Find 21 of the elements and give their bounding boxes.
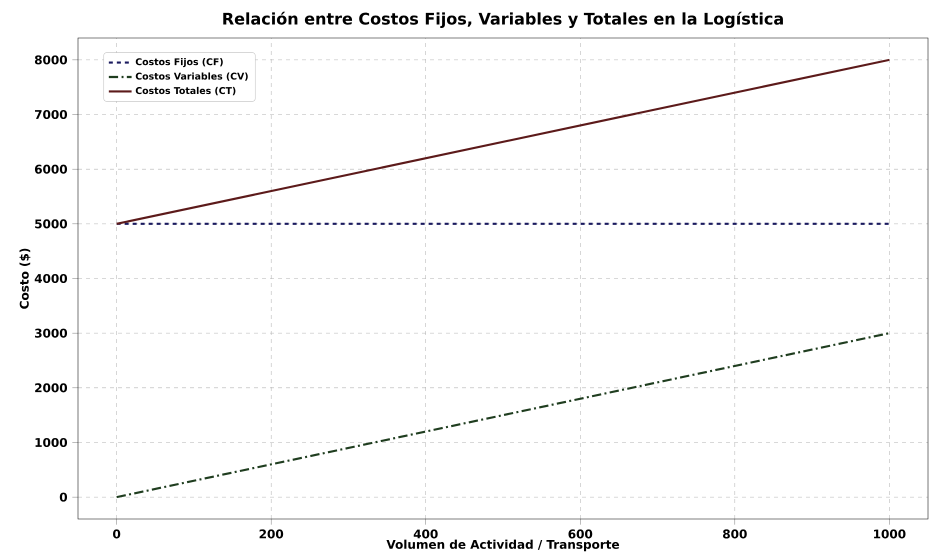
legend-label: Costos Variables (CV) [136, 72, 248, 81]
y-tick-label: 3000 [35, 328, 68, 338]
x-tick-label: 200 [260, 529, 284, 538]
y-tick-label: 4000 [34, 274, 68, 284]
x-tick-label: 1000 [874, 529, 906, 538]
y-axis-title: Costo ($) [20, 248, 30, 309]
x-axis-title: Volumen de Actividad / Transporte [386, 540, 620, 552]
legend-label: Costos Fijos (CF) [136, 58, 223, 68]
chart-title: Relación entre Costos Fijos, Variables y Totales en la Logística [223, 12, 783, 28]
y-tick-label: 7000 [35, 110, 68, 120]
x-tick-label: 400 [414, 529, 438, 538]
y-tick-label: 8000 [34, 55, 68, 64]
y-tick-label: 5000 [35, 219, 68, 228]
x-tick-label: 800 [723, 529, 747, 538]
y-tick-label: 0 [60, 492, 68, 502]
y-tick-label: 1000 [36, 438, 68, 448]
y-tick-label: 2000 [35, 383, 68, 392]
legend-label: Costos Totales (CT) [136, 86, 236, 96]
x-tick-label: 600 [568, 529, 592, 538]
y-tick-label: 6000 [34, 164, 68, 174]
x-tick-label: 0 [113, 529, 120, 538]
